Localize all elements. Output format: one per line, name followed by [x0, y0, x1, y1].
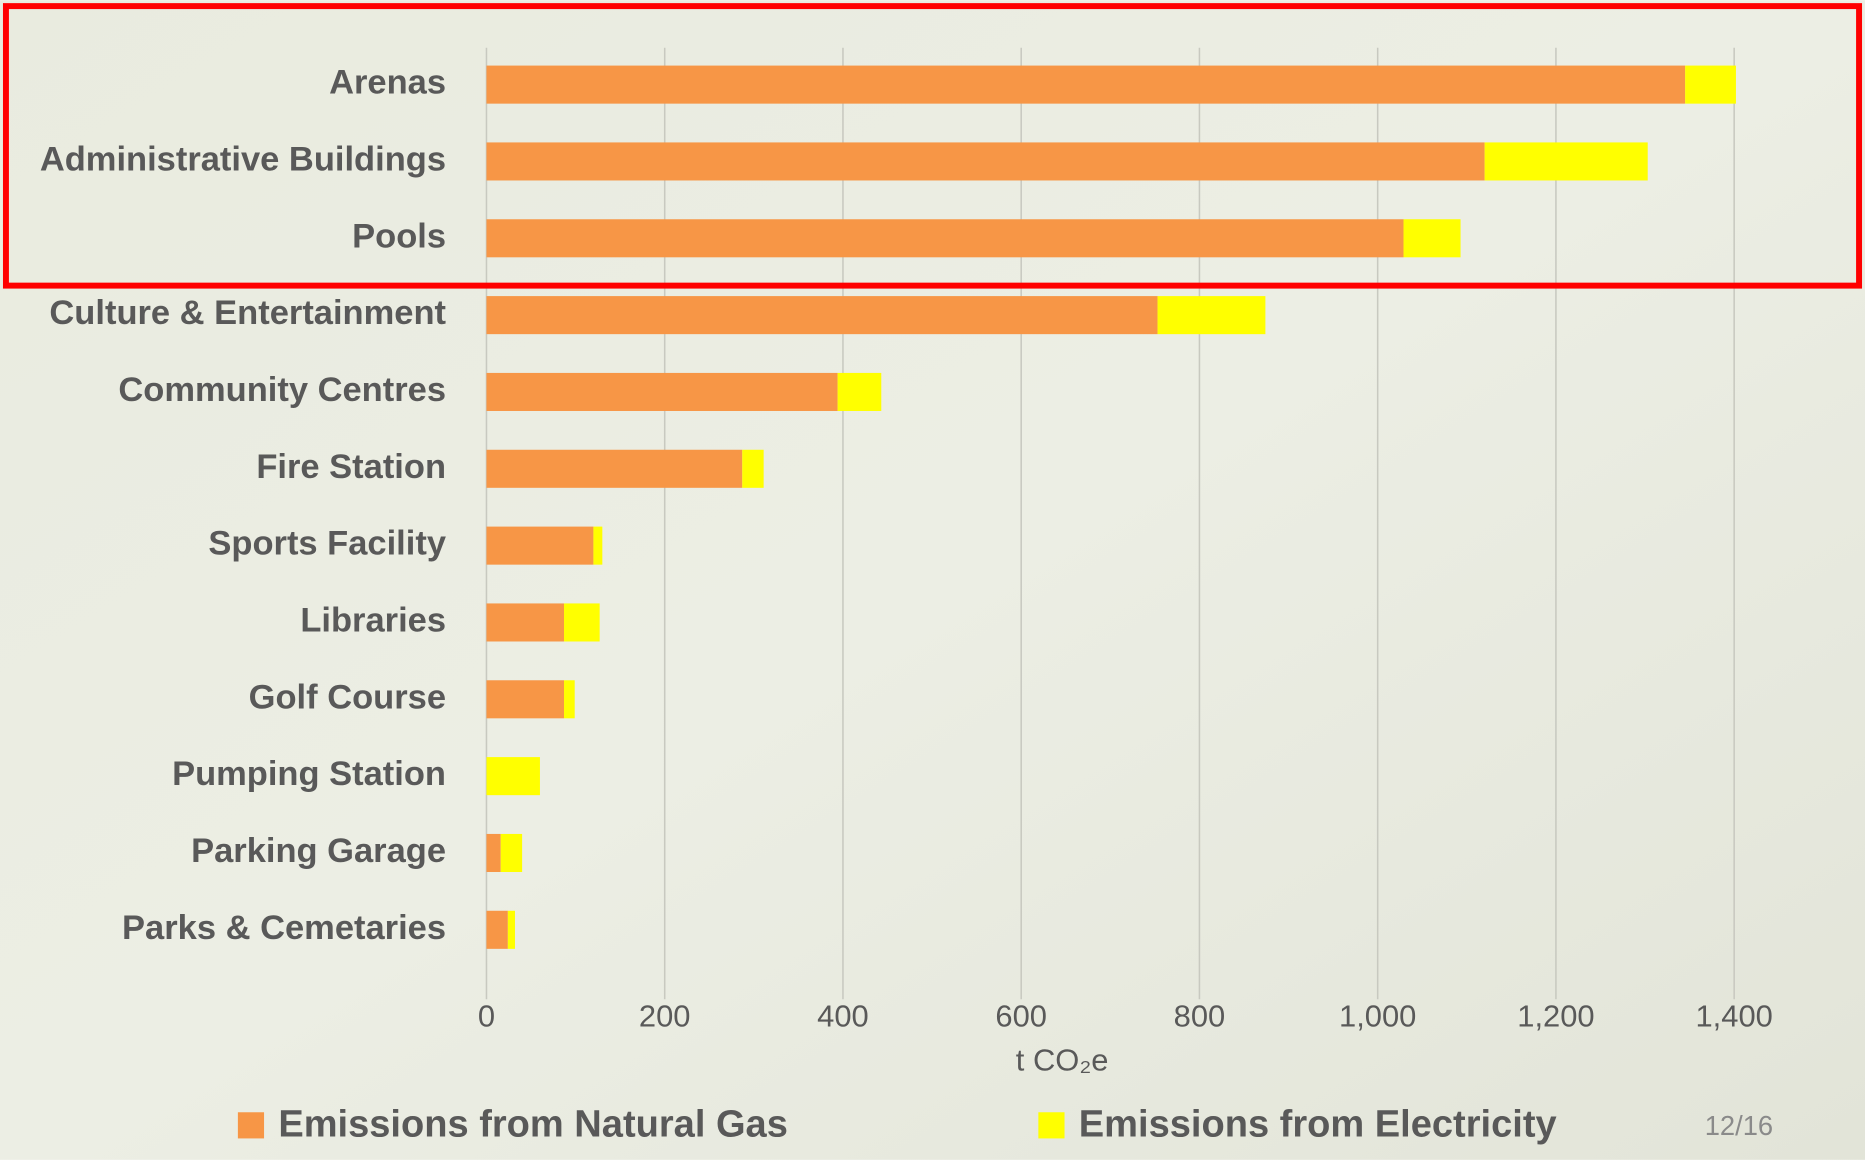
bar-segment	[564, 603, 600, 642]
x-tick-label: 0	[478, 998, 495, 1033]
bar-segment	[1484, 142, 1648, 181]
bar-segment	[486, 219, 1404, 258]
bar-segment	[486, 910, 508, 949]
highlight-box	[2, 3, 1863, 289]
category-label: Administrative Buildings	[40, 141, 446, 179]
bar-segment	[486, 372, 838, 411]
bar-segment	[500, 833, 523, 873]
bar-segment	[486, 603, 565, 642]
bar-segment	[486, 142, 1485, 181]
grid	[485, 47, 1735, 1000]
bar-segment	[507, 910, 515, 949]
category-label: Sports Facility	[208, 525, 446, 563]
category-label: Pools	[352, 217, 446, 255]
bar-segment	[486, 449, 743, 488]
bar-segment	[486, 526, 594, 565]
x-tick-label: 400	[817, 998, 869, 1033]
bar-segment	[486, 757, 540, 796]
bar-segment	[564, 680, 575, 719]
x-tick-label: 1,000	[1339, 998, 1416, 1033]
category-label: Parking Garage	[191, 832, 446, 870]
bars	[486, 65, 1736, 949]
x-tick-label: 600	[995, 998, 1047, 1033]
bar-segment	[742, 449, 764, 488]
category-label: Fire Station	[256, 448, 446, 486]
legend-label: Emissions from Electricity	[1079, 1104, 1557, 1146]
x-tick-label: 200	[639, 998, 691, 1033]
bar-segment	[486, 833, 501, 873]
category-label: Parks & Cemetaries	[122, 909, 446, 947]
x-axis-label: t CO₂e	[1016, 1042, 1109, 1077]
category-label: Community Centres	[118, 371, 446, 409]
bar-segment	[1685, 65, 1736, 104]
category-label: Libraries	[300, 602, 446, 640]
x-tick-label: 800	[1174, 998, 1226, 1033]
category-label: Culture & Entertainment	[49, 294, 446, 332]
bar-segment	[486, 65, 1686, 104]
bar-segment	[1403, 219, 1461, 258]
bar-segment	[837, 372, 882, 411]
bar-segment	[486, 680, 565, 719]
category-label: Pumping Station	[172, 755, 446, 793]
legend-swatch	[237, 1112, 265, 1139]
x-tick-label: 1,200	[1517, 998, 1594, 1033]
x-tick-label: 1,400	[1695, 998, 1772, 1033]
legend-label: Emissions from Natural Gas	[278, 1104, 788, 1146]
bar-segment	[486, 296, 1158, 335]
category-label: Arenas	[329, 64, 446, 102]
legend-swatch	[1038, 1112, 1065, 1139]
bar-segment	[1157, 296, 1266, 335]
category-label: Golf Course	[249, 678, 446, 716]
page-number: 12/16	[1705, 1110, 1773, 1141]
bar-segment	[593, 526, 603, 565]
